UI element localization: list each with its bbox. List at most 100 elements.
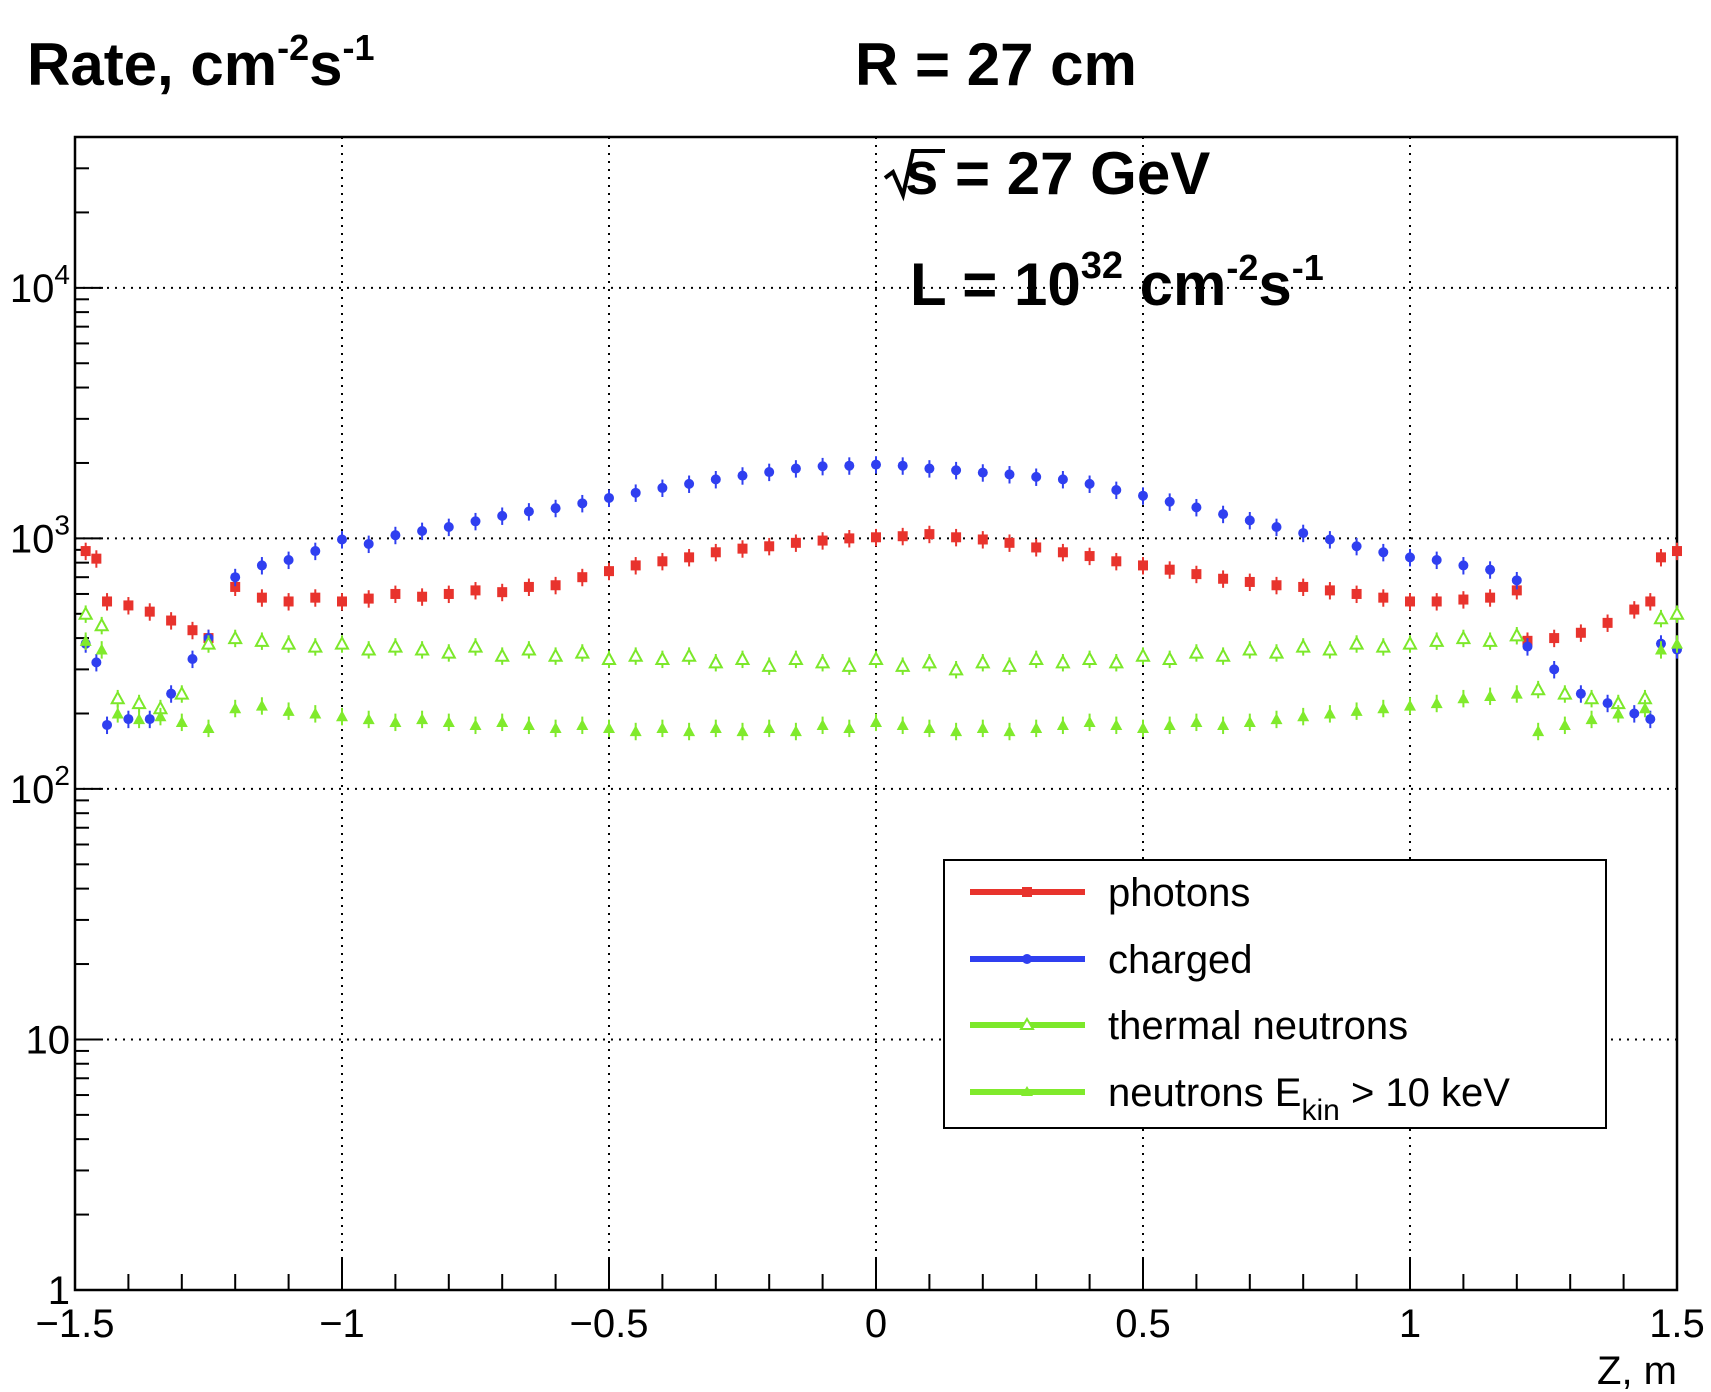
data-point [1215,647,1231,662]
data-point [1164,564,1175,575]
data-point [187,654,198,665]
data-point [470,585,481,596]
data-point [1485,564,1496,575]
data-point [951,532,962,543]
data-point [1298,528,1309,539]
data-point [443,522,454,533]
x-tick-label: 0 [865,1302,887,1346]
y-tick-label-base: 10 [10,267,55,311]
data-point [1001,657,1018,672]
data-point [442,715,455,727]
data-point [1003,725,1016,737]
data-point [684,478,695,489]
data-point [1297,710,1310,722]
data-point [166,615,177,626]
y-tick-label-base: 10 [26,1018,71,1062]
lumi-prefix: L = 10 [910,251,1081,318]
series-1 [80,456,1682,735]
data-point [1430,697,1443,709]
data-point [814,654,831,669]
data-point [80,546,91,557]
data-point [310,546,321,557]
data-point [1138,490,1148,501]
data-point [200,635,217,650]
y-tick-label-exp: 3 [54,509,70,540]
data-point [601,650,617,666]
data-point [657,556,668,567]
data-point [710,547,721,558]
data-point [868,650,884,666]
data-point [79,634,92,646]
data-point [1243,715,1256,727]
y-tick-label: 10 [26,1018,71,1062]
data-point [1654,643,1667,655]
data-point [227,629,243,645]
legend-label-fast-neutrons-rest: > 10 keV [1340,1071,1510,1115]
data-point [334,635,350,650]
data-point [843,722,856,734]
data-point [1530,681,1546,696]
data-point [363,593,374,604]
data-point [1322,641,1338,656]
data-point [871,459,881,470]
data-point [202,722,215,734]
x-tick-label: 1 [1399,1302,1421,1346]
data-point [951,465,962,476]
x-tick-label: −0.5 [570,1302,649,1346]
data-point [1188,644,1205,659]
legend-item-thermal-neutrons: thermal neutrons [970,1004,1408,1048]
data-point [1348,635,1365,650]
y-axis-title-mid: s [309,31,342,98]
data-point [1218,509,1229,520]
data-point [362,713,375,725]
data-point [414,641,430,656]
data-point [1431,596,1442,607]
data-point [1324,585,1335,596]
data-point [1271,580,1282,591]
data-point [817,535,828,546]
data-point [417,526,428,537]
data-point [576,718,589,730]
data-point [709,722,722,734]
y-tick-label-exp: 4 [54,259,70,290]
data-point [254,632,270,647]
data-point [144,714,155,725]
data-point [1083,715,1096,727]
x-axis: −1.5 −1 −0.5 0 0.5 1 1.5 [36,1258,1705,1346]
data-point [256,560,267,571]
data-point [550,580,561,591]
data-point [574,644,590,659]
data-point [547,647,564,662]
data-point [1378,592,1389,603]
data-point [549,722,562,734]
data-point [1030,722,1043,734]
data-point [1031,542,1042,553]
data-point [1110,718,1123,730]
data-point [1268,644,1285,659]
data-point [1612,707,1625,719]
legend-label-fast-neutrons-main: neutrons E [1108,1071,1301,1115]
data-point [844,460,855,471]
data-point [1672,546,1682,557]
data-point [389,715,402,727]
data-point [497,510,508,521]
data-point [710,474,721,485]
data-point [1138,560,1148,571]
data-point [1629,708,1640,719]
data-point [1522,641,1533,652]
legend-label-charged: charged [1108,938,1253,982]
data-point [550,503,561,514]
data-point [924,463,935,474]
data-point [816,718,829,730]
data-point [230,572,241,583]
data-point [1405,596,1415,607]
data-point [1084,551,1095,562]
data-point [844,533,855,544]
data-point [1190,715,1203,727]
data-point [1191,502,1202,513]
data-point [763,722,776,734]
data-point [1549,633,1560,644]
data-point [789,725,802,737]
data-point [1137,722,1149,734]
